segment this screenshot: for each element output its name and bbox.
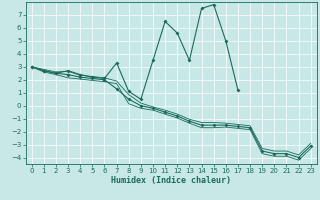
X-axis label: Humidex (Indice chaleur): Humidex (Indice chaleur) (111, 176, 231, 185)
